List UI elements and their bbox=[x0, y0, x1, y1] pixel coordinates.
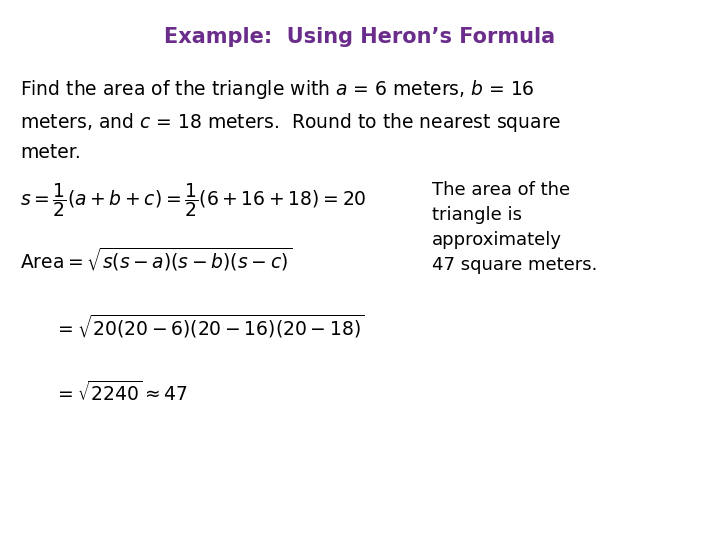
Text: The area of the
triangle is
approximately
47 square meters.: The area of the triangle is approximatel… bbox=[432, 181, 598, 274]
Text: $\mathrm{Area} = \sqrt{s(s-a)(s-b)(s-c)}$: $\mathrm{Area} = \sqrt{s(s-a)(s-b)(s-c)}… bbox=[20, 246, 292, 273]
Text: $s = \dfrac{1}{2}(a+b+c) = \dfrac{1}{2}(6+16+18) = 20$: $s = \dfrac{1}{2}(a+b+c) = \dfrac{1}{2}(… bbox=[20, 181, 366, 219]
Text: Example:  Using Heron’s Formula: Example: Using Heron’s Formula bbox=[164, 27, 556, 47]
Text: meter.: meter. bbox=[20, 143, 81, 162]
Text: $= \sqrt{20(20-6)(20-16)(20-18)}$: $= \sqrt{20(20-6)(20-16)(20-18)}$ bbox=[54, 313, 365, 340]
Text: Find the area of the triangle with $a$ = 6 meters, $b$ = 16: Find the area of the triangle with $a$ =… bbox=[20, 78, 535, 102]
Text: $= \sqrt{2240} \approx 47$: $= \sqrt{2240} \approx 47$ bbox=[54, 381, 188, 405]
Text: meters, and $c$ = 18 meters.  Round to the nearest square: meters, and $c$ = 18 meters. Round to th… bbox=[20, 111, 562, 134]
